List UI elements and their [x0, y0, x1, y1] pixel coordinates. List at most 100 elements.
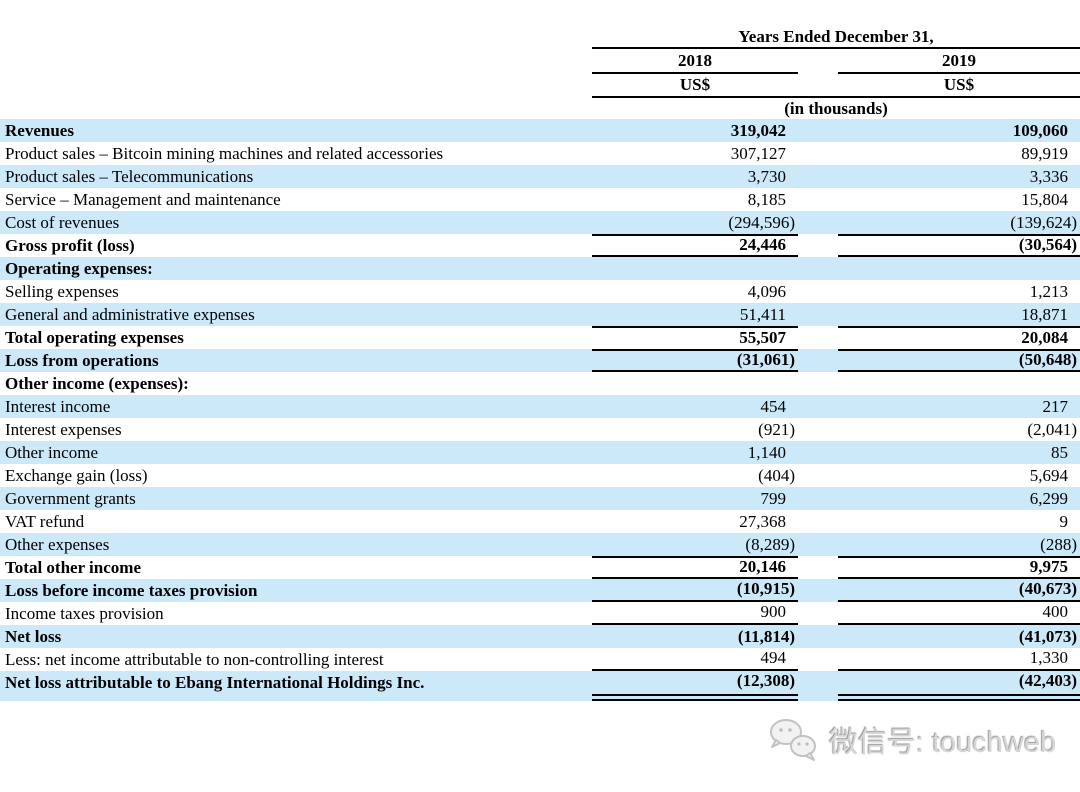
row-label: VAT refund: [5, 512, 85, 531]
value-2019: 18,871: [1021, 305, 1068, 324]
value-2018: (31,061): [592, 349, 798, 372]
value-2019: (139,624): [1010, 213, 1077, 232]
value-2018: (404): [758, 466, 795, 485]
table-row: Loss from operations (31,061) (50,648): [0, 349, 1080, 372]
column-gap: [798, 234, 838, 257]
value-2018: (11,814): [737, 627, 795, 646]
value-2018: 319,042: [730, 121, 786, 140]
value-2019: 1,213: [1029, 282, 1068, 301]
column-gap: [798, 395, 838, 418]
value-2019: 109,060: [1012, 121, 1068, 140]
value-2019: [838, 372, 1080, 395]
value-2018: [592, 372, 798, 395]
column-gap: [798, 303, 838, 326]
column-gap: [798, 326, 838, 349]
value-2018: (8,289): [745, 535, 795, 554]
column-gap: [798, 671, 838, 701]
watermark: 微信号: touchweb: [766, 716, 1056, 764]
row-label: Gross profit (loss): [5, 236, 135, 255]
column-gap: [798, 257, 838, 280]
value-2018: 51,411: [739, 305, 786, 324]
column-gap: [798, 49, 838, 74]
table-row: Operating expenses:: [0, 257, 1080, 280]
row-label: Product sales – Bitcoin mining machines …: [5, 144, 444, 163]
row-label: Loss before income taxes provision: [5, 581, 258, 600]
table-row: Interest income 454 217: [0, 395, 1080, 418]
column-gap: [798, 602, 838, 625]
column-gap: [798, 188, 838, 211]
value-2019: 9: [1059, 512, 1069, 531]
value-2019: 89,919: [1021, 144, 1068, 163]
table-row: Less: net income attributable to non-con…: [0, 648, 1080, 671]
column-gap: [798, 372, 838, 395]
value-2018: 27,368: [739, 512, 786, 531]
row-label: Other expenses: [5, 535, 110, 554]
currency-header-row: US$ US$: [592, 74, 1080, 98]
value-2019: (2,041): [1027, 420, 1077, 439]
table-row: Cost of revenues (294,596) (139,624): [0, 211, 1080, 234]
year-header-row: 2018 2019: [592, 49, 1080, 74]
value-2019: 6,299: [1029, 489, 1068, 508]
value-2019: 20,084: [838, 326, 1080, 349]
row-label: General and administrative expenses: [5, 305, 255, 324]
currency-label-2018: US$: [679, 75, 711, 94]
row-label: Operating expenses:: [5, 259, 153, 278]
column-gap: [798, 533, 838, 556]
table-row: Interest expenses (921) (2,041): [0, 418, 1080, 441]
column-gap: [798, 119, 838, 142]
value-2018: (294,596): [728, 213, 795, 232]
column-gap: [798, 510, 838, 533]
wechat-icon: [770, 719, 816, 761]
row-label: Other income: [5, 443, 98, 462]
table-row: VAT refund 27,368 9: [0, 510, 1080, 533]
table-row: Total other income 20,146 9,975: [0, 556, 1080, 579]
value-2018: 24,446: [592, 234, 798, 257]
column-gap: [798, 648, 838, 671]
table-row: Service – Management and maintenance 8,1…: [0, 188, 1080, 211]
row-label: Interest expenses: [5, 420, 122, 439]
row-label: Cost of revenues: [5, 213, 120, 232]
value-2018: (12,308): [592, 671, 798, 701]
table-row: General and administrative expenses 51,4…: [0, 303, 1080, 326]
value-2019: (42,403): [838, 671, 1080, 701]
table-row: Revenues 319,042 109,060: [0, 119, 1080, 142]
table-row: Exchange gain (loss) (404) 5,694: [0, 464, 1080, 487]
table-row: Loss before income taxes provision (10,9…: [0, 579, 1080, 602]
column-gap: [798, 441, 838, 464]
table-row: Government grants 799 6,299: [0, 487, 1080, 510]
value-2018: 8,185: [747, 190, 786, 209]
value-2018: (10,915): [592, 579, 798, 602]
table-row: Selling expenses 4,096 1,213: [0, 280, 1080, 303]
row-label: Exchange gain (loss): [5, 466, 148, 485]
table-row: Gross profit (loss) 24,446 (30,564): [0, 234, 1080, 257]
value-2018: [592, 257, 798, 280]
row-label: Product sales – Telecommunications: [5, 167, 254, 186]
table-row: Income taxes provision 900 400: [0, 602, 1080, 625]
row-label: Other income (expenses):: [5, 374, 189, 393]
year-column-header-2019: 2019: [838, 49, 1080, 74]
column-gap: [798, 625, 838, 648]
period-header: Years Ended December 31,: [592, 26, 1080, 49]
table-row: Product sales – Telecommunications 3,730…: [0, 165, 1080, 188]
value-2018: 799: [760, 489, 787, 508]
row-label: Revenues: [5, 121, 74, 140]
column-gap: [798, 556, 838, 579]
value-2018: 20,146: [592, 556, 798, 579]
column-gap: [798, 487, 838, 510]
column-gap: [798, 74, 838, 96]
column-gap: [798, 165, 838, 188]
year-column-header-2018: 2018: [592, 49, 798, 74]
value-2018: 4,096: [747, 282, 786, 301]
value-2019: 1,330: [838, 648, 1080, 671]
column-gap: [798, 280, 838, 303]
currency-label-2019: US$: [943, 75, 975, 94]
value-2019: (30,564): [838, 234, 1080, 257]
table-row: Product sales – Bitcoin mining machines …: [0, 142, 1080, 165]
table-body: Revenues 319,042 109,060 Product sales –…: [0, 119, 1080, 701]
value-2018: 454: [760, 397, 787, 416]
row-label: Income taxes provision: [5, 604, 164, 623]
column-gap: [798, 464, 838, 487]
value-2018: 1,140: [747, 443, 786, 462]
table-row: Other income (expenses):: [0, 372, 1080, 395]
